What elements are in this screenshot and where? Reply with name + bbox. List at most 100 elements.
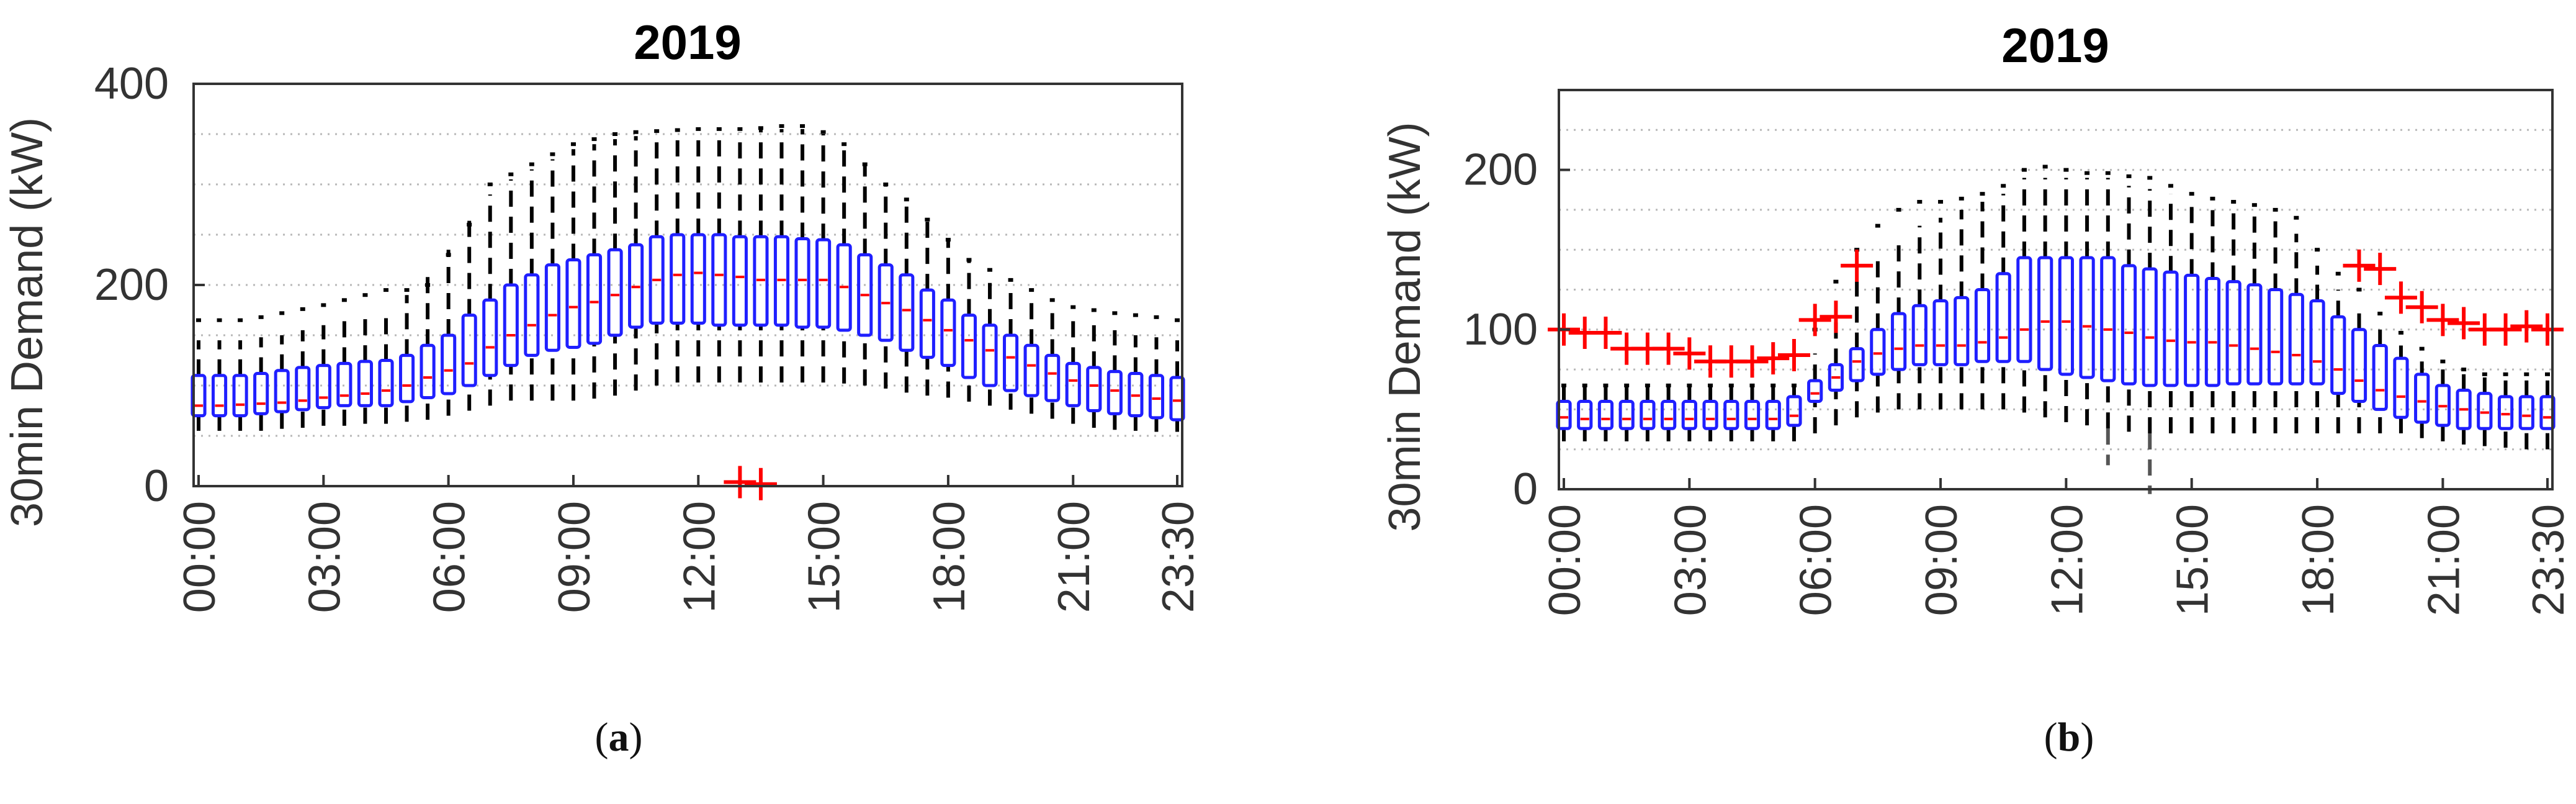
box xyxy=(607,248,623,337)
box xyxy=(1618,400,1635,430)
x-tick-label: 03:00 xyxy=(300,501,349,613)
box xyxy=(357,359,373,407)
box xyxy=(711,233,727,327)
box xyxy=(420,343,436,399)
x-tick-label: 21:00 xyxy=(2419,504,2469,616)
box xyxy=(1995,272,2011,363)
box xyxy=(690,233,706,325)
box xyxy=(940,298,956,368)
y-tick-label: 0 xyxy=(1513,464,1538,514)
x-tick-label: 23:30 xyxy=(1154,501,1203,613)
box xyxy=(648,235,665,325)
box xyxy=(628,243,644,329)
box xyxy=(1744,400,1761,430)
x-tick-label: 15:00 xyxy=(2168,504,2218,616)
outlier-marker xyxy=(1777,338,1810,371)
outlier-marker xyxy=(2489,313,2522,346)
box xyxy=(2100,256,2116,382)
y-tick-label: 0 xyxy=(144,461,169,511)
box xyxy=(753,235,769,327)
outlier-marker xyxy=(2448,307,2480,340)
box xyxy=(1106,369,1123,415)
box xyxy=(857,253,873,337)
y-tick-label: 400 xyxy=(94,59,169,109)
box xyxy=(1065,361,1081,407)
chart-b: 0 100 200 00:00 03:00 06:00 09:00 12:00 15:00 18:… xyxy=(1380,18,2574,616)
outlier-marker xyxy=(1820,300,1852,333)
outlier-marker xyxy=(2531,313,2564,346)
box xyxy=(2330,315,2346,395)
box xyxy=(1556,400,1572,430)
box xyxy=(482,298,498,377)
outlier-marker xyxy=(1673,337,1706,370)
outlier-marker xyxy=(1589,316,1622,349)
box xyxy=(1723,400,1739,430)
box xyxy=(1807,379,1823,404)
box xyxy=(2351,328,2367,404)
box xyxy=(1681,400,1697,430)
outlier-marker xyxy=(1841,249,1874,282)
box xyxy=(378,359,394,407)
box xyxy=(2518,395,2534,430)
outlier-marker xyxy=(724,466,756,499)
box xyxy=(982,323,998,387)
y-axis-label: 30min Demand (kW) xyxy=(1380,122,1430,531)
x-tick-label: 06:00 xyxy=(1792,504,1841,616)
outlier-marker xyxy=(2426,304,2459,337)
box xyxy=(2037,256,2053,371)
box xyxy=(1702,400,1718,430)
outlier-marker xyxy=(2510,310,2543,343)
box xyxy=(565,258,581,349)
x-tick-label: 00:00 xyxy=(1540,504,1590,616)
outlier-marker xyxy=(1757,342,1790,375)
outlier-marker xyxy=(1798,304,1831,337)
outlier-marker xyxy=(744,467,777,500)
box xyxy=(1640,400,1656,430)
outlier-marker xyxy=(2364,253,2397,286)
box xyxy=(315,364,331,410)
y-tick-label: 200 xyxy=(1463,145,1538,195)
chart-a: 0 200 400 00:00 03:00 06:00 09:00 12:00 15:00 18:… xyxy=(2,15,1203,613)
box xyxy=(1974,288,1991,363)
axes-frame xyxy=(1558,89,2554,490)
box xyxy=(274,369,290,413)
box xyxy=(815,238,832,329)
box xyxy=(1148,374,1165,420)
box xyxy=(877,263,894,342)
x-tick-label: 09:00 xyxy=(550,501,599,613)
box xyxy=(2372,344,2388,411)
box xyxy=(1932,299,1949,366)
box xyxy=(2058,256,2074,376)
x-tick-label: 12:00 xyxy=(675,501,724,613)
x-tick-label: 21:00 xyxy=(1049,501,1099,613)
box xyxy=(2477,392,2493,430)
box xyxy=(2456,389,2472,430)
box xyxy=(2246,283,2263,386)
box xyxy=(503,283,519,368)
outlier-marker xyxy=(2405,291,2438,323)
box xyxy=(2539,395,2556,430)
box xyxy=(794,237,810,329)
y-axis-label: 30min Demand (kW) xyxy=(2,117,52,527)
box xyxy=(2016,256,2032,363)
box xyxy=(2414,373,2430,424)
box xyxy=(2288,292,2304,386)
box xyxy=(2079,256,2095,379)
plot-area xyxy=(194,84,1182,486)
box xyxy=(1044,353,1061,402)
box xyxy=(2497,395,2514,430)
box xyxy=(670,233,686,325)
box xyxy=(586,253,603,345)
caption-b: (b) xyxy=(2044,715,2094,760)
box xyxy=(836,243,852,332)
x-tick-label: 18:00 xyxy=(925,501,974,613)
box xyxy=(2267,288,2284,386)
box xyxy=(2204,276,2221,387)
box xyxy=(398,353,415,404)
outlier-marker xyxy=(2343,249,2376,282)
box xyxy=(773,235,790,327)
box xyxy=(1597,400,1614,430)
outlier-marker xyxy=(1652,332,1685,365)
box xyxy=(2163,270,2179,387)
